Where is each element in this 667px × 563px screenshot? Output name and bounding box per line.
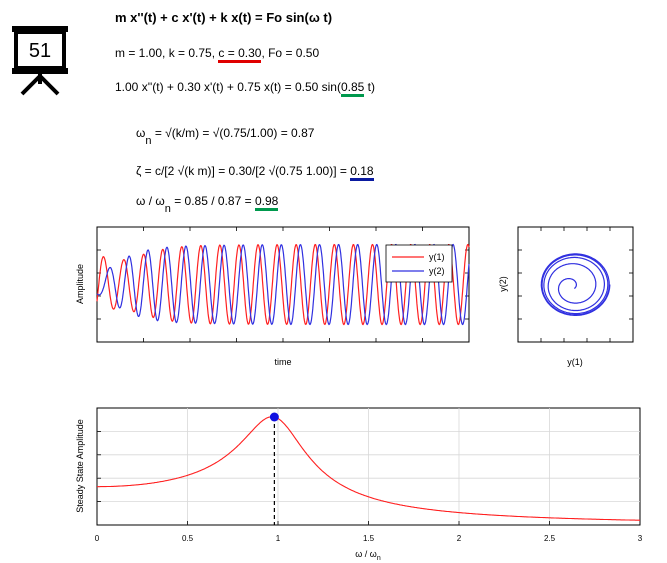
ratio-symbol: ω / ω [136, 194, 165, 208]
fr-xtick-label: 2 [457, 534, 462, 543]
phase-spiral-line [540, 253, 611, 316]
numeric-equation: 1.00 x''(t) + 0.30 x'(t) + 0.75 x(t) = 0… [115, 80, 376, 97]
series-y2-line [96, 243, 470, 326]
legend: y(1) y(2) [385, 244, 453, 283]
params-line: m = 1.00, k = 0.75, c = 0.30, Fo = 0.50 [115, 46, 320, 63]
fr-ylabel: Steady State Amplitude [75, 419, 85, 513]
fr-xtick-label: 1 [276, 534, 281, 543]
fr-xtick-label: 3 [638, 534, 643, 543]
time-series-chart: y(1) y(2) Amplitude time [75, 226, 470, 367]
amplitude-curve-line [97, 416, 641, 521]
ratio-rest: = 0.85 / 0.87 = [170, 194, 255, 208]
legend-y1: y(1) [429, 252, 445, 262]
presentation-board-icon: 51 [10, 26, 72, 96]
zeta-val: 0.18 [350, 164, 374, 181]
numeric-post: t) [364, 80, 376, 94]
ts-xlabel: time [274, 357, 291, 367]
badge-number: 51 [29, 40, 51, 62]
omega-n-sub: n [145, 135, 152, 148]
zeta-line: ζ = c/[2 √(k m)] = 0.30/[2 √(0.75 1.00)]… [136, 164, 374, 181]
params-c: c = 0.30 [218, 46, 262, 63]
resonance-marker-dot [269, 412, 279, 422]
fr-xtick-label: 0.5 [182, 534, 194, 543]
ratio-sub: n [164, 203, 171, 216]
numeric-pre: 1.00 x''(t) + 0.30 x'(t) + 0.75 x(t) = 0… [115, 80, 341, 94]
ratio-line: ω / ωn = 0.85 / 0.87 = 0.98 [136, 194, 279, 215]
params-post: , Fo = 0.50 [261, 46, 320, 60]
fr-xlabel: ω / ωn [355, 549, 381, 562]
fr-xtick-label: 2.5 [544, 534, 556, 543]
legend-y2: y(2) [429, 266, 445, 276]
fr-xlabel-main: ω / ω [355, 549, 377, 559]
pp-xlabel: y(1) [567, 357, 583, 367]
ts-ylabel: Amplitude [75, 264, 85, 304]
equation-title: m x''(t) + c x'(t) + k x(t) = Fo sin(ω t… [115, 10, 333, 25]
omega-n-line: ωn = √(k/m) = √(0.75/1.00) = 0.87 [136, 126, 315, 147]
frequency-response-chart: 0 0.5 1 1.5 2 2.5 3 Steady State Amplitude ω /… [75, 407, 643, 562]
zeta-pre: ζ = c/[2 √(k m)] = 0.30/[2 √(0.75 1.00)]… [136, 164, 351, 178]
numeric-w: 0.85 [340, 80, 365, 97]
fr-xtick-label: 0 [95, 534, 100, 543]
params-pre: m = 1.00, k = 0.75, [115, 46, 219, 60]
phase-portrait-chart: y(2) y(1) [498, 226, 634, 367]
ratio-val: 0.98 [254, 194, 279, 211]
fr-xlabel-sub: n [377, 555, 381, 562]
omega-n-rest: = √(k/m) = √(0.75/1.00) = 0.87 [151, 126, 315, 140]
pp-ylabel: y(2) [498, 276, 508, 292]
omega-n-symbol: ω [136, 126, 146, 140]
fr-xtick-label: 1.5 [363, 534, 375, 543]
